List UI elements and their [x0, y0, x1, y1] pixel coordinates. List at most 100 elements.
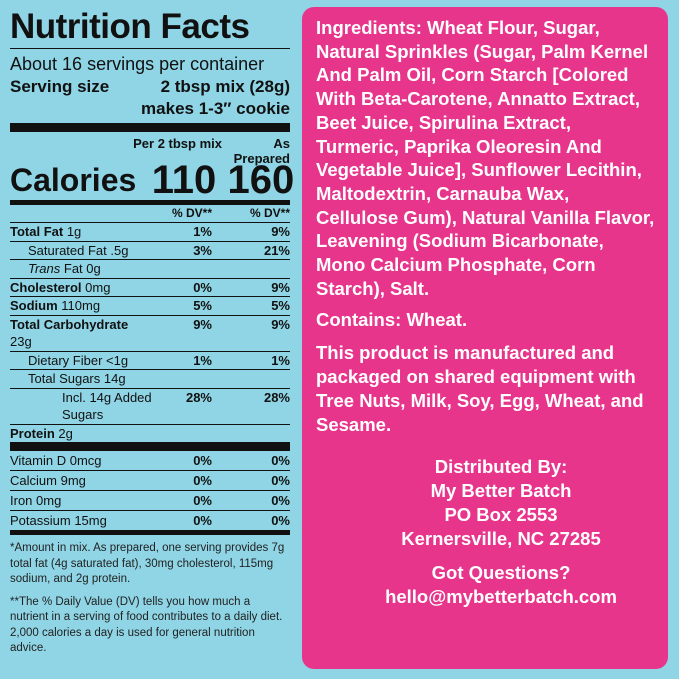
value: 2 tbsp mix (28g) — [160, 77, 290, 96]
nutrient: Incl. 14g Added Sugars — [10, 389, 152, 424]
dv: 28% — [263, 389, 290, 405]
dv: 9% — [271, 224, 290, 239]
nutrient-name: Total Fat — [10, 224, 64, 239]
dv: 0% — [271, 513, 290, 528]
nutrient: Vitamin D 0mcg — [10, 451, 152, 470]
amount: 15mg — [74, 513, 107, 528]
line: My Better Batch — [430, 480, 572, 502]
dv: 0% — [271, 473, 290, 488]
amount: <1g — [106, 352, 129, 368]
nutrient-row: Iron 0mg 0% 0% — [10, 491, 290, 511]
divider — [10, 123, 290, 132]
dv: 21% — [263, 242, 290, 258]
nutrient: Total Carbohydrate 23g — [10, 316, 152, 351]
label: Calories — [10, 162, 137, 198]
value: 160 — [227, 158, 295, 202]
dv: 1% — [271, 352, 290, 368]
amount: 14g — [103, 371, 126, 386]
nutrient-row: Total Sugars 14g — [10, 370, 290, 389]
header: Per 2 tbsp mix — [133, 136, 222, 151]
divider — [10, 531, 290, 535]
nutrient-name: Calcium — [10, 473, 57, 488]
servings: About 16 servings per container — [10, 54, 265, 74]
amount: 23g — [10, 334, 32, 349]
nutrient-row: Calcium 9mg 0% 0% — [10, 471, 290, 491]
nutrient-name: Sodium — [10, 298, 58, 313]
value: 110 — [151, 158, 217, 202]
title: Nutrition Facts — [10, 6, 290, 49]
nutrient-name: Iron — [10, 493, 33, 508]
nutrient-row: Cholesterol 0mg 0% 9% — [10, 279, 290, 297]
nutrient-row: Total Fat 1g 1% 9% — [10, 223, 290, 242]
dv: 5% — [193, 298, 212, 313]
email: hello@mybetterbatch.com — [385, 586, 617, 608]
serving-note: makes 1-3″ cookie — [141, 99, 290, 118]
nutrient: Potassium 15mg — [10, 511, 152, 530]
nutrient-name: Dietary Fiber — [28, 352, 103, 368]
distributor: Distributed By: My Better Batch PO Box 2… — [316, 455, 656, 551]
nutrient-name: Vitamin D — [10, 453, 67, 468]
nutrient-row: Incl. 14g Added Sugars 28% 28% — [10, 389, 290, 425]
nutrition-facts: Nutrition Facts About 16 servings per co… — [10, 6, 294, 664]
dv-headers: % DV** % DV** — [10, 205, 290, 223]
footnote: **The % Daily Value (DV) tells you how m… — [10, 595, 283, 655]
calories: Calories 110 160 — [10, 158, 294, 202]
nutrient-name: Cholesterol — [10, 279, 82, 295]
column-headers: Per 2 tbsp mix As Prepared — [10, 132, 290, 166]
questions: Got Questions? — [431, 562, 571, 584]
nutrient-name: Total Sugars — [28, 371, 101, 386]
dv: 0% — [193, 453, 212, 468]
nutrient-name: Saturated Fat — [28, 242, 107, 258]
serving-size: Serving size 2 tbsp mix (28g) — [10, 76, 290, 98]
contains: Contains: Wheat. — [316, 308, 656, 332]
nutrient-rows: Total Fat 1g 1% 9% Saturated Fat .5g 3% 21% Tr… — [10, 223, 290, 442]
dv: 1% — [193, 352, 212, 368]
dv: 28% — [185, 389, 212, 405]
nutrient-row: Protein 2g — [10, 425, 290, 443]
line: Kernersville, NC 27285 — [401, 528, 601, 550]
divider — [10, 200, 290, 205]
dv: 9% — [271, 316, 290, 332]
nutrient: Sodium 110mg — [10, 297, 152, 315]
footnotes: *Amount in mix. As prepared, one serving… — [10, 541, 290, 657]
amount: .5g — [110, 242, 129, 258]
nutrient-row: Saturated Fat .5g 3% 21% — [10, 242, 290, 260]
nutrient: Protein 2g — [10, 425, 152, 443]
footnote: *Amount in mix. As prepared, one serving… — [10, 542, 285, 585]
dv: 0% — [193, 473, 212, 488]
nutrient: Iron 0mg — [10, 491, 152, 510]
vitamin-rows: Vitamin D 0mcg 0% 0% Calcium 9mg 0% 0% Iron 0m… — [10, 451, 290, 531]
dv: 0% — [193, 493, 212, 508]
nutrient: Total Sugars 14g — [10, 370, 152, 388]
nutrient: Calcium 9mg — [10, 471, 152, 490]
nutrient-name: Potassium — [10, 513, 71, 528]
divider — [10, 442, 290, 451]
ingredients: Ingredients: Wheat Flour, Sugar, Natural… — [316, 16, 656, 300]
dv: 3% — [193, 242, 212, 258]
header: % DV** — [249, 206, 290, 220]
nutrient-row: Vitamin D 0mcg 0% 0% — [10, 451, 290, 471]
amount: 0mg — [36, 493, 62, 508]
dv: 9% — [193, 316, 212, 332]
dv: 0% — [271, 453, 290, 468]
nutrient-row: Sodium 110mg 5% 5% — [10, 297, 290, 316]
allergen: This product is manufactured and package… — [316, 342, 644, 436]
nutrient-name: Trans — [28, 261, 61, 276]
label: Contains: — [316, 309, 402, 331]
label: Serving size — [10, 77, 110, 96]
header: As Prepared — [233, 136, 290, 166]
dv: 9% — [271, 279, 290, 295]
nutrient: Cholesterol 0mg — [10, 279, 152, 297]
nutrient: Dietary Fiber <1g — [10, 352, 152, 370]
nutrient-row: Total Carbohydrate 23g 9% 9% — [10, 316, 290, 352]
nutrient: Trans Fat 0g — [10, 260, 152, 278]
nutrient-name: Total Carbohydrate — [10, 316, 129, 332]
dv: 1% — [193, 224, 212, 239]
info-panel: Ingredients: Wheat Flour, Sugar, Natural… — [302, 7, 668, 669]
nutrient-row: Trans Fat 0g — [10, 260, 290, 279]
amount: 9mg — [60, 473, 86, 488]
nutrient: Total Fat 1g — [10, 223, 152, 241]
text: Wheat. — [406, 309, 468, 331]
nutrient-name: Protein — [10, 425, 55, 441]
